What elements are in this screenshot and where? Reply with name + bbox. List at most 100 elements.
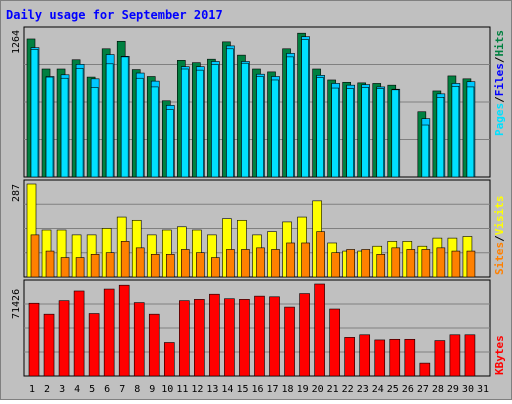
chart-title: Daily usage for September 2017 xyxy=(6,8,223,22)
bar-sites-day-27 xyxy=(421,249,431,278)
x-tick-label-day-19: 19 xyxy=(297,384,309,395)
bar-sites-day-20 xyxy=(316,231,325,278)
legend-visits: Visits xyxy=(493,196,506,236)
x-tick-label-day-12: 12 xyxy=(191,384,203,395)
legend-visits-sites: Sites/Visits xyxy=(493,196,506,276)
x-tick-label-day-4: 4 xyxy=(74,384,80,395)
bar-kbytes-day-23 xyxy=(359,334,371,377)
bar-kbytes-day-4 xyxy=(73,290,85,377)
x-tick-label-day-28: 28 xyxy=(432,384,444,395)
bar-kbytes-day-12 xyxy=(194,299,205,377)
x-tick-label-day-21: 21 xyxy=(327,384,339,395)
bar-sites-day-30 xyxy=(466,250,476,278)
bar-pages-day-17 xyxy=(271,79,279,178)
bar-pages-day-25 xyxy=(391,89,400,178)
bar-sites-day-9 xyxy=(150,254,160,278)
bar-kbytes-day-25 xyxy=(389,338,401,377)
bar-pages-day-8 xyxy=(135,77,144,178)
x-tick-label-day-26: 26 xyxy=(402,384,414,395)
bar-kbytes-day-1 xyxy=(28,302,40,377)
bar-sites-day-16 xyxy=(256,247,265,278)
bar-sites-day-26 xyxy=(406,249,416,278)
bar-pages-day-22 xyxy=(346,88,354,178)
bar-kbytes-day-26 xyxy=(404,338,416,377)
bar-kbytes-day-8 xyxy=(133,302,145,377)
x-tick-label-day-20: 20 xyxy=(312,384,324,395)
bar-kbytes-day-6 xyxy=(103,288,115,377)
kbytes-panel xyxy=(23,279,491,377)
bar-kbytes-day-15 xyxy=(239,299,250,377)
bar-kbytes-day-21 xyxy=(329,308,340,377)
legend-hits: Hits xyxy=(493,30,506,57)
x-tick-label-day-17: 17 xyxy=(267,384,279,395)
x-tick-label-day-8: 8 xyxy=(134,384,140,395)
bar-kbytes-day-24 xyxy=(374,339,386,377)
bar-kbytes-day-18 xyxy=(284,306,295,377)
bar-pages-day-27 xyxy=(421,124,430,178)
bar-kbytes-day-20 xyxy=(314,283,325,377)
bar-kbytes-day-27 xyxy=(419,362,431,377)
x-tick-label-day-31: 31 xyxy=(477,384,489,395)
legend-slash-2: / xyxy=(493,56,506,63)
bar-sites-day-14 xyxy=(226,249,235,278)
bar-pages-day-3 xyxy=(60,77,69,178)
bar-sites-day-11 xyxy=(181,249,190,278)
legend-files: Files xyxy=(493,63,506,96)
bar-sites-day-10 xyxy=(165,254,175,278)
bar-sites-day-19 xyxy=(301,242,310,278)
x-tick-label-day-27: 27 xyxy=(417,384,429,395)
bar-pages-day-18 xyxy=(286,56,294,178)
bar-kbytes-day-7 xyxy=(118,284,130,377)
x-tick-label-day-23: 23 xyxy=(357,384,369,395)
y-max-label-visits: 287 xyxy=(11,184,22,202)
bar-sites-day-13 xyxy=(211,257,220,278)
bar-kbytes-day-28 xyxy=(434,340,446,377)
x-tick-label-day-11: 11 xyxy=(176,384,188,395)
bar-pages-day-19 xyxy=(301,39,309,178)
bar-sites-day-7 xyxy=(120,241,130,278)
bar-sites-day-17 xyxy=(271,249,280,278)
bar-pages-day-23 xyxy=(361,87,370,178)
bar-sites-day-12 xyxy=(196,252,205,278)
bar-pages-day-2 xyxy=(45,76,54,178)
bar-pages-day-30 xyxy=(466,86,475,178)
x-tick-label-day-5: 5 xyxy=(89,384,95,395)
x-tick-label-day-7: 7 xyxy=(119,384,125,395)
bar-pages-day-10 xyxy=(165,109,174,178)
bar-sites-day-28 xyxy=(436,247,446,278)
bar-pages-day-9 xyxy=(150,86,159,178)
bar-pages-day-5 xyxy=(90,87,99,178)
x-tick-label-day-29: 29 xyxy=(447,384,459,395)
y-max-label-kbytes: 71426 xyxy=(11,289,22,319)
legend-sites: Sites xyxy=(493,242,506,275)
bar-kbytes-day-3 xyxy=(58,300,70,377)
x-tick-label-day-14: 14 xyxy=(221,384,233,395)
bar-pages-day-7 xyxy=(120,56,129,178)
bar-sites-day-18 xyxy=(286,242,295,278)
bar-sites-day-21 xyxy=(331,252,340,278)
hits-files-pages-panel xyxy=(23,26,491,178)
bar-sites-day-22 xyxy=(346,249,355,278)
bar-sites-day-25 xyxy=(391,247,401,278)
bar-kbytes-day-11 xyxy=(179,300,190,377)
bar-pages-day-16 xyxy=(256,76,264,178)
bar-pages-day-11 xyxy=(181,68,189,178)
x-tick-label-day-15: 15 xyxy=(236,384,248,395)
bar-sites-day-3 xyxy=(60,257,70,278)
bar-sites-day-8 xyxy=(135,247,145,278)
x-tick-label-day-9: 9 xyxy=(149,384,155,395)
x-tick-label-day-1: 1 xyxy=(29,384,35,395)
bar-pages-day-15 xyxy=(241,62,249,178)
bar-sites-day-23 xyxy=(361,249,371,278)
bar-kbytes-day-17 xyxy=(269,296,280,377)
bar-kbytes-day-16 xyxy=(254,295,265,377)
bar-kbytes-day-5 xyxy=(88,313,100,377)
x-tick-label-day-24: 24 xyxy=(372,384,384,395)
x-tick-label-day-22: 22 xyxy=(342,384,354,395)
x-tick-label-day-6: 6 xyxy=(104,384,110,395)
bar-sites-day-5 xyxy=(90,254,100,278)
bar-sites-day-4 xyxy=(75,257,85,278)
bar-pages-day-28 xyxy=(436,97,445,178)
legend-kbytes: KBytes xyxy=(493,335,506,375)
bar-pages-day-14 xyxy=(226,48,234,178)
